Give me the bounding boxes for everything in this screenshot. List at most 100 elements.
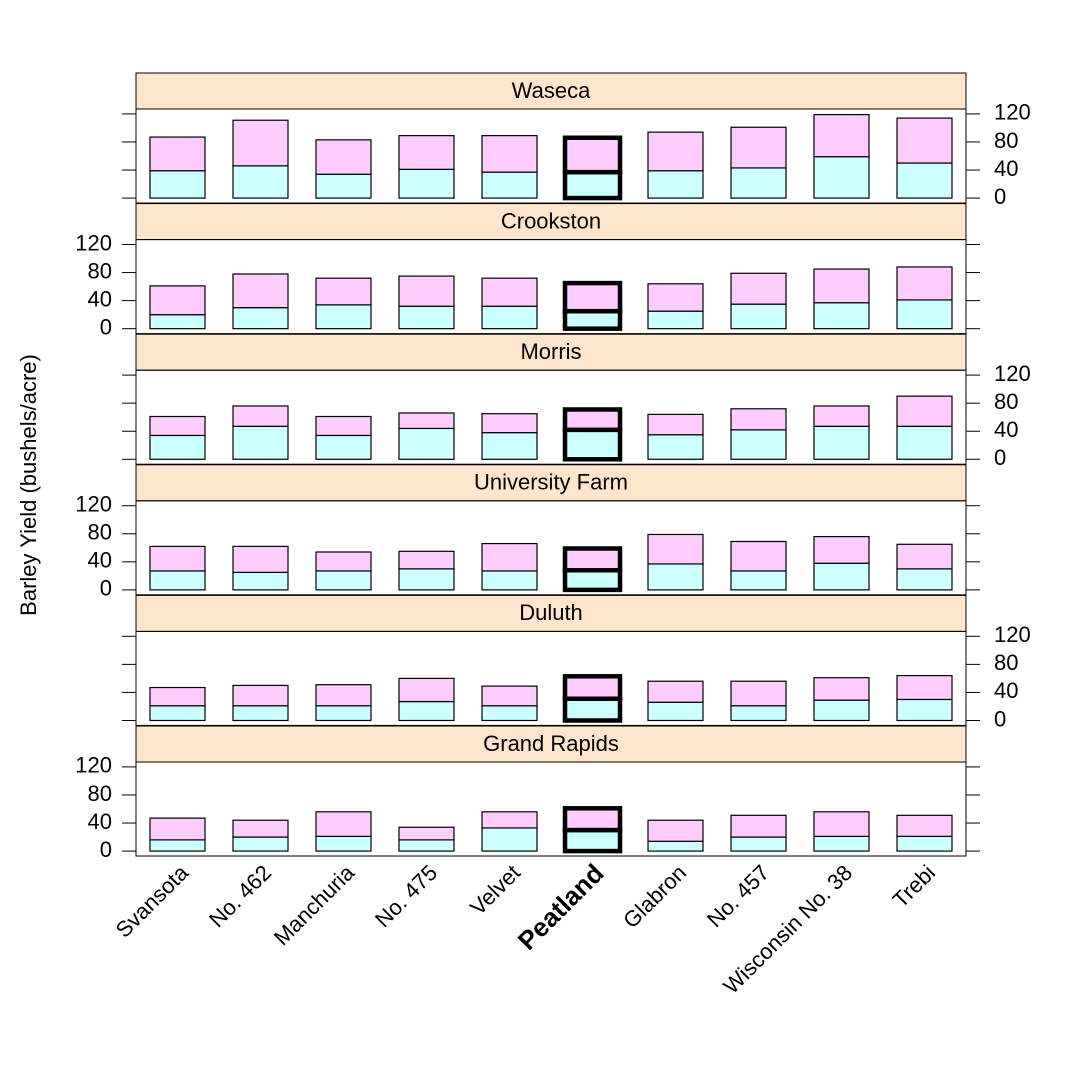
bar-segment <box>562 827 623 854</box>
bar-segment <box>647 563 704 591</box>
y-tick-label: 120 <box>994 622 1031 647</box>
bar-segment <box>647 819 704 842</box>
bar-segment <box>398 427 455 460</box>
bar-segment <box>315 835 372 852</box>
bar-segment <box>813 114 870 158</box>
x-tick-label: Manchuria <box>269 859 360 950</box>
bar-segment <box>315 277 372 306</box>
bar-segment <box>315 811 372 837</box>
y-axis-label: Barley Yield (bushels/acre) <box>16 354 41 616</box>
y-tick-label: 0 <box>994 184 1006 209</box>
bar-segment <box>315 173 372 199</box>
strip <box>135 203 967 241</box>
y-tick-label: 120 <box>75 753 112 778</box>
bar-segment <box>398 135 455 170</box>
bar-segment <box>813 835 870 852</box>
bar-segment <box>647 170 704 199</box>
bar-segment <box>149 705 206 722</box>
bar-segment <box>562 674 623 701</box>
bar-segment <box>232 545 289 573</box>
bar-segment <box>896 299 953 330</box>
bar-segment <box>647 413 704 436</box>
bar-segment <box>896 568 953 591</box>
y-tick-label: 80 <box>88 781 112 806</box>
bar-segment <box>398 677 455 703</box>
bar-segment <box>398 275 455 307</box>
bar-segment <box>730 272 787 305</box>
bar-segment <box>730 167 787 199</box>
bar-segment <box>896 698 953 722</box>
bar-segment <box>149 170 206 199</box>
bar-segment <box>730 680 787 707</box>
bar-segment <box>730 126 787 169</box>
bar-segment <box>647 680 704 703</box>
y-tick-label: 120 <box>994 361 1031 386</box>
bar-segment <box>813 425 870 460</box>
bar-segment <box>562 169 623 201</box>
bar-segment <box>896 425 953 460</box>
y-tick-label: 40 <box>88 286 112 311</box>
bar-segment <box>315 705 372 722</box>
bar-segment <box>813 811 870 837</box>
bar-segment <box>481 135 538 173</box>
bar-segment <box>398 550 455 570</box>
bar-segment <box>481 685 538 707</box>
y-tick-label: 120 <box>75 230 112 255</box>
bar-segment <box>562 280 623 314</box>
bar-segment <box>813 156 870 199</box>
bar-segment <box>398 168 455 199</box>
bar-segment <box>647 434 704 460</box>
bar-segment <box>232 425 289 460</box>
bar-segment <box>730 303 787 330</box>
bar-segment <box>896 543 953 570</box>
bar-segment <box>149 314 206 330</box>
bar-segment <box>398 568 455 591</box>
y-tick-label: 80 <box>88 520 112 545</box>
bar-segment <box>481 705 538 722</box>
bar-segment <box>813 405 870 427</box>
bar-segment <box>896 395 953 427</box>
bar-segment <box>481 570 538 591</box>
bar-segment <box>315 684 372 707</box>
bar-segment <box>647 533 704 565</box>
y-tick-label: 0 <box>994 445 1006 470</box>
bar-segment <box>315 570 372 591</box>
y-tick-label: 40 <box>88 809 112 834</box>
bar-segment <box>562 308 623 331</box>
bar-segment <box>562 806 623 833</box>
bar-segment <box>149 415 206 437</box>
bar-segment <box>813 562 870 591</box>
bar-segment <box>149 136 206 172</box>
bar-segment <box>562 567 623 593</box>
x-tick-label: Svansota <box>111 859 194 942</box>
bar-segment <box>896 814 953 837</box>
bar-segment <box>481 432 538 460</box>
bar-segment <box>562 696 623 723</box>
bar-segment <box>647 840 704 852</box>
bar-segment <box>730 408 787 431</box>
bar-segment <box>481 413 538 434</box>
bar-segment <box>813 677 870 701</box>
bar-segment <box>315 434 372 460</box>
bar-segment <box>232 307 289 330</box>
strip <box>135 464 967 502</box>
bar-segment <box>647 283 704 312</box>
y-tick-label: 0 <box>100 837 112 862</box>
bar-segment <box>149 570 206 591</box>
x-tick-label: Velvet <box>465 860 525 920</box>
bar-segment <box>730 429 787 460</box>
bar-segment <box>149 817 206 841</box>
y-tick-label: 0 <box>100 576 112 601</box>
bar-segment <box>896 835 953 852</box>
bar-segment <box>232 165 289 199</box>
bar-segment <box>896 117 953 164</box>
bar-segment <box>232 119 289 167</box>
bar-segment <box>647 131 704 172</box>
bar-segment <box>813 302 870 330</box>
bar-segment <box>730 540 787 572</box>
y-tick-label: 80 <box>88 258 112 283</box>
bar-segment <box>232 705 289 722</box>
bar-segment <box>315 304 372 330</box>
y-tick-label: 0 <box>100 315 112 340</box>
